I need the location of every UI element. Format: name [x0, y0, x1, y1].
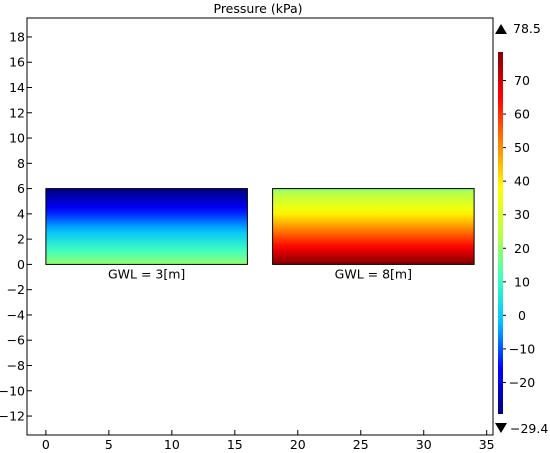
x-tick-label: 0: [42, 437, 50, 452]
x-tick-label: 10: [164, 437, 180, 452]
colorbar-tick-label: 70: [514, 73, 530, 88]
y-tick-label: 16: [9, 55, 25, 70]
min-triangle-icon: [495, 423, 507, 433]
colorbar-tick-label: 40: [514, 174, 530, 189]
colorbar-tick-label: 50: [514, 140, 530, 155]
colorbar-tick-label: 0: [518, 308, 526, 323]
colorbar-min-label: −29.4: [510, 421, 548, 436]
colorbar: 70 60 50 40 30 20 10 0 −10 −20 78.5 −29.4: [495, 21, 548, 436]
y-tick-label: 12: [9, 105, 25, 120]
chart-title: Pressure (kPa): [214, 1, 303, 16]
y-tick-label: −2: [7, 282, 25, 297]
colorbar-tick-label: −10: [509, 341, 535, 356]
colorbar-tick-label: 30: [514, 207, 530, 222]
y-tick-label: 4: [17, 206, 25, 221]
y-axis: 18 16 14 12 10 8 6 4 2 0 −2 −4 −6 −8 −10 −12: [0, 29, 32, 424]
x-tick-label: 35: [479, 437, 495, 452]
y-tick-label: −10: [0, 383, 25, 398]
y-tick-label: −12: [0, 409, 25, 424]
y-tick-label: −6: [7, 333, 25, 348]
y-tick-label: 2: [17, 232, 25, 247]
y-tick-label: −4: [7, 307, 25, 322]
max-triangle-icon: [495, 24, 507, 34]
pressure-panel: [272, 188, 475, 265]
pressure-panel: [45, 188, 248, 265]
y-tick-label: 18: [9, 29, 25, 44]
y-tick-label: 14: [9, 80, 25, 95]
colorbar-tick-label: 60: [514, 107, 530, 122]
panel-label: GWL = 3[m]: [108, 266, 185, 281]
y-tick-label: −8: [7, 358, 25, 373]
x-tick-label: 30: [416, 437, 432, 452]
y-tick-label: 8: [17, 156, 25, 171]
x-tick-label: 15: [227, 437, 243, 452]
x-tick-label: 20: [290, 437, 306, 452]
colorbar-max-label: 78.5: [513, 21, 541, 36]
colorbar-tick-label: 20: [514, 241, 530, 256]
panels: GWL = 3[m] GWL = 8[m]: [45, 188, 475, 281]
x-tick-label: 5: [105, 437, 113, 452]
y-tick-label: 10: [9, 131, 25, 146]
colorbar-tick-label: 10: [514, 274, 530, 289]
colorbar-tick-label: −20: [509, 375, 535, 390]
x-tick-label: 25: [353, 437, 369, 452]
colorbar-gradient: [498, 52, 503, 414]
y-tick-label: 6: [17, 181, 25, 196]
x-axis: 0 5 10 15 20 25 30 35: [42, 430, 495, 452]
panel-label: GWL = 8[m]: [335, 266, 412, 281]
y-tick-label: 0: [17, 257, 25, 272]
plot-frame: [26, 17, 494, 436]
